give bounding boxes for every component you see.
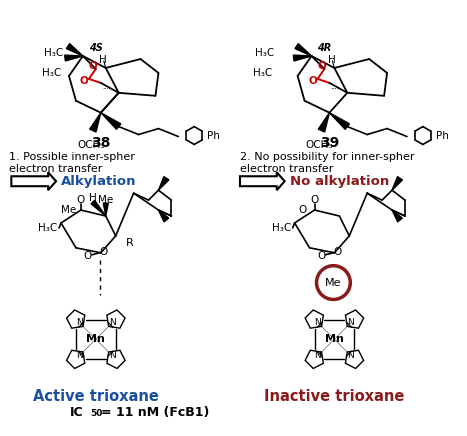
Text: No alkylation: No alkylation (290, 175, 389, 188)
Text: Inactive trioxane: Inactive trioxane (264, 389, 404, 404)
Text: H: H (89, 193, 97, 203)
Polygon shape (103, 203, 108, 216)
Text: 4S: 4S (89, 43, 103, 53)
Text: H₃C: H₃C (272, 223, 291, 233)
Text: N: N (76, 351, 83, 360)
Text: Ph: Ph (436, 130, 449, 140)
Text: 39: 39 (320, 136, 339, 150)
Polygon shape (392, 177, 403, 190)
Text: O: O (77, 195, 85, 205)
Polygon shape (91, 201, 106, 216)
Text: electron transfer: electron transfer (9, 164, 103, 174)
Text: N: N (109, 351, 116, 360)
Text: Active trioxane: Active trioxane (33, 389, 159, 404)
Text: OCH₃: OCH₃ (306, 140, 333, 150)
Polygon shape (329, 112, 349, 129)
Text: N: N (109, 318, 116, 327)
Text: 50: 50 (90, 409, 102, 418)
Text: O: O (333, 247, 341, 257)
Text: O: O (308, 76, 317, 86)
Text: H₃C: H₃C (44, 48, 63, 58)
Text: Mn: Mn (325, 334, 344, 344)
Text: N: N (347, 318, 354, 327)
Polygon shape (295, 44, 311, 56)
Polygon shape (240, 172, 285, 190)
Polygon shape (392, 210, 403, 222)
Circle shape (317, 266, 350, 300)
Text: ....: .... (331, 84, 340, 90)
Text: Ph: Ph (207, 130, 220, 140)
Text: O: O (311, 195, 318, 205)
Text: H₃C: H₃C (42, 68, 61, 78)
Text: N: N (347, 351, 354, 360)
Text: O: O (99, 247, 108, 257)
Text: N: N (76, 318, 83, 327)
Polygon shape (64, 55, 83, 61)
Text: 4R: 4R (318, 43, 332, 53)
Polygon shape (293, 55, 311, 61)
Text: O: O (88, 61, 97, 71)
Text: 2. No possibility for inner-spher: 2. No possibility for inner-spher (240, 153, 414, 163)
Text: N: N (315, 318, 321, 327)
Polygon shape (66, 44, 83, 56)
Text: R: R (126, 238, 134, 248)
Text: H: H (99, 55, 106, 65)
Text: H₃C: H₃C (255, 48, 274, 58)
Text: H₃C: H₃C (38, 223, 58, 233)
Text: Me: Me (98, 195, 113, 205)
Text: H₃C: H₃C (253, 68, 272, 78)
Text: Alkylation: Alkylation (61, 175, 136, 188)
Text: Me: Me (61, 205, 77, 215)
Text: O: O (84, 251, 92, 261)
Polygon shape (158, 177, 169, 190)
Polygon shape (318, 112, 329, 132)
Text: 1. Possible inner-spher: 1. Possible inner-spher (9, 153, 135, 163)
Polygon shape (90, 112, 101, 132)
Text: = 11 nM (FcB1): = 11 nM (FcB1) (101, 406, 209, 419)
Text: O: O (79, 76, 88, 86)
Polygon shape (101, 112, 121, 129)
Text: Me: Me (325, 278, 342, 288)
Text: N: N (315, 351, 321, 360)
Text: Mn: Mn (86, 334, 105, 344)
Polygon shape (158, 210, 169, 222)
Text: OCH₃: OCH₃ (77, 140, 105, 150)
Text: electron transfer: electron transfer (240, 164, 333, 174)
Text: O: O (298, 205, 307, 215)
Text: O: O (317, 61, 326, 71)
Text: 38: 38 (91, 136, 111, 150)
Text: IC: IC (70, 406, 84, 419)
Text: O: O (318, 251, 325, 261)
Polygon shape (11, 172, 56, 190)
Text: H: H (327, 55, 335, 65)
Text: ....: .... (102, 84, 111, 90)
